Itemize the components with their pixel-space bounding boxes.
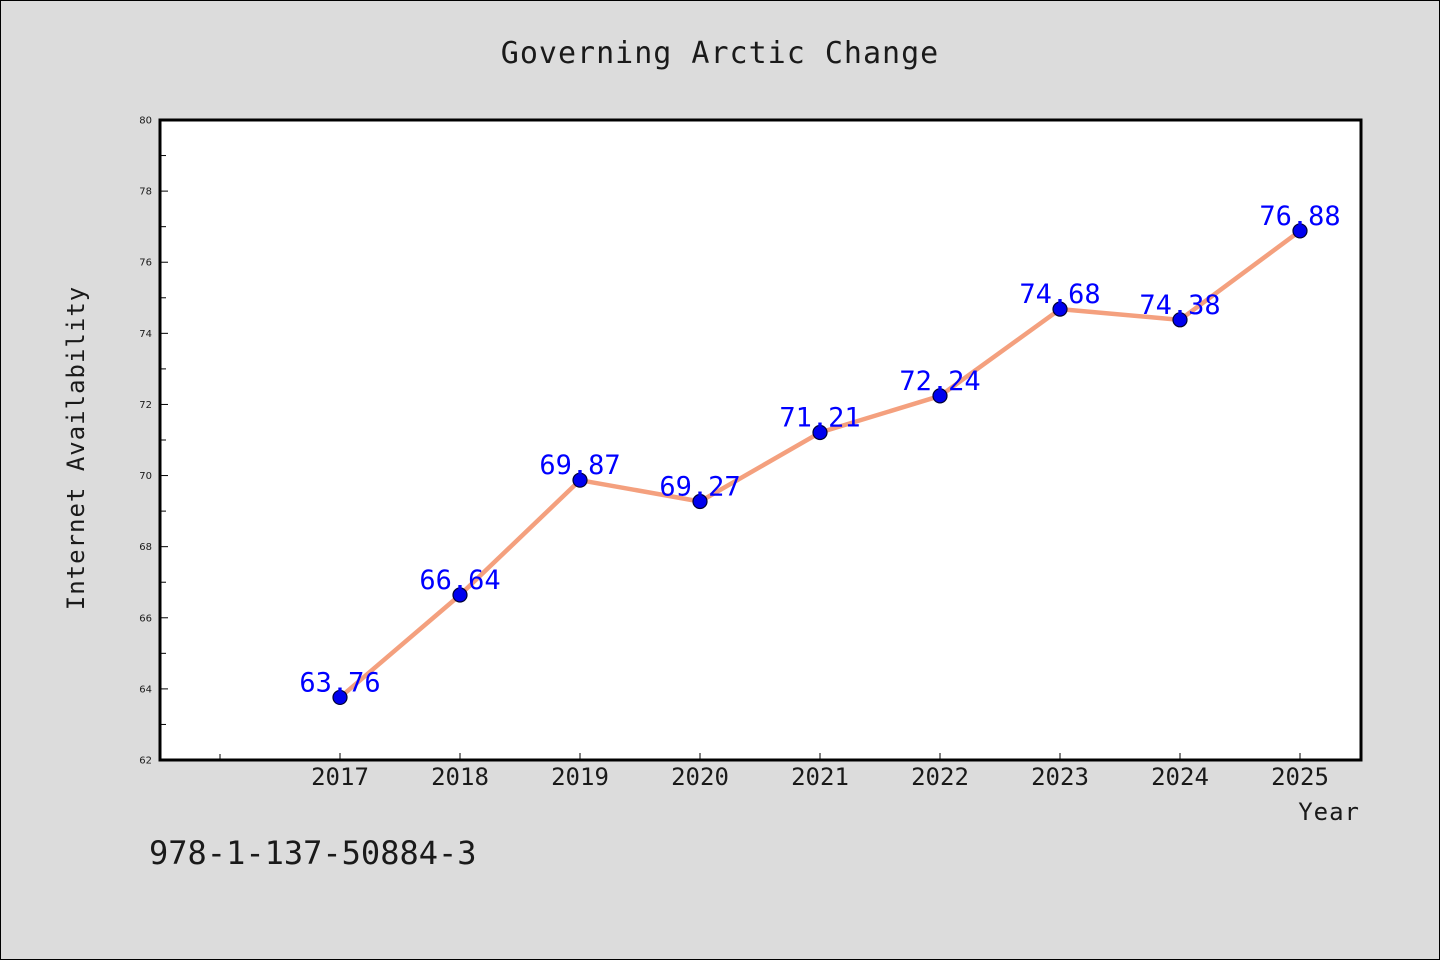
data-label: 63.76 — [299, 667, 380, 698]
y-tick-label: 70 — [139, 471, 152, 482]
data-point — [332, 689, 348, 706]
x-tick-label: 2020 — [671, 763, 729, 791]
isbn-label: 978-1-137-50884-3 — [149, 834, 477, 872]
y-tick-label: 66 — [139, 613, 152, 624]
x-tick-label: 2021 — [791, 763, 849, 791]
data-label: 74.38 — [1139, 290, 1220, 321]
data-point — [452, 587, 468, 603]
data-point — [572, 472, 588, 488]
y-tick-label: 62 — [139, 756, 152, 767]
y-tick-label: 72 — [139, 400, 152, 411]
data-label: 74.68 — [1019, 279, 1100, 310]
series-group — [332, 223, 1308, 706]
x-tick-label: 2025 — [1271, 763, 1329, 791]
x-tick-label: 2019 — [551, 763, 609, 791]
y-tick-label: 78 — [139, 187, 152, 198]
x-axis: 2017 2018 2019 2020 2021 2022 2023 2024 2025 — [219, 753, 1329, 791]
data-label: 71.21 — [779, 403, 860, 434]
data-point — [692, 493, 708, 510]
x-tick-label: 2018 — [431, 763, 489, 791]
data-label: 66.64 — [419, 565, 500, 596]
plot-area — [158, 118, 1363, 762]
data-point — [932, 388, 948, 404]
y-axis-title: Internet Availability — [62, 286, 90, 610]
chart-title: Governing Arctic Change — [501, 36, 939, 71]
y-tick-label: 64 — [139, 684, 152, 695]
data-labels-group: 63.76 66.64 69.87 69.27 71.21 72.24 74.68 74.38… — [299, 201, 1340, 698]
x-tick-label: 2024 — [1151, 763, 1209, 791]
data-point — [1292, 223, 1308, 239]
y-tick-label: 80 — [139, 116, 152, 127]
x-tick-label: 2022 — [911, 763, 969, 791]
y-tick-label: 76 — [139, 258, 152, 269]
data-point — [1052, 301, 1068, 317]
y-tick-label: 74 — [139, 329, 152, 340]
x-tick-label: 2023 — [1031, 763, 1089, 791]
y-axis: 62 64 66 68 70 72 74 76 78 80 — [139, 116, 168, 767]
data-point — [1172, 312, 1188, 328]
data-label: 69.27 — [659, 472, 740, 503]
data-label: 72.24 — [899, 366, 980, 397]
x-tick-label: 2017 — [311, 763, 369, 791]
data-label: 69.87 — [539, 450, 620, 481]
data-point — [812, 424, 828, 441]
y-tick-label: 68 — [139, 542, 152, 553]
data-label: 76.88 — [1259, 201, 1340, 232]
x-axis-title: Year — [1298, 798, 1360, 826]
